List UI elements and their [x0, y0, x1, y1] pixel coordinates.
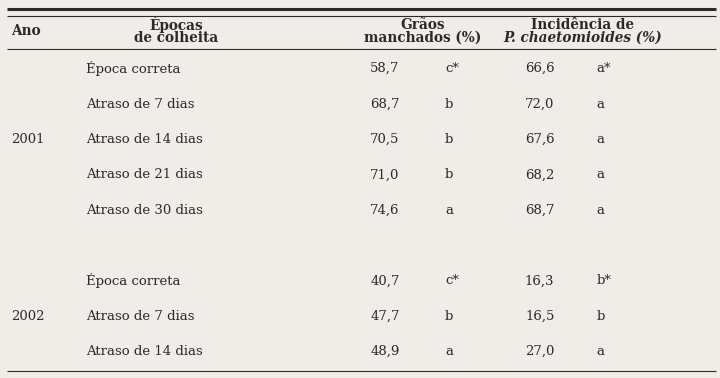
Text: a: a: [445, 345, 453, 358]
Text: 68,2: 68,2: [525, 168, 554, 181]
Text: a: a: [596, 168, 604, 181]
Text: 72,0: 72,0: [525, 98, 554, 111]
Text: Atraso de 7 dias: Atraso de 7 dias: [86, 98, 195, 111]
Text: b: b: [445, 310, 454, 323]
Text: Grãos: Grãos: [400, 17, 444, 32]
Text: a: a: [596, 98, 604, 111]
Text: 27,0: 27,0: [525, 345, 554, 358]
Text: b*: b*: [596, 274, 611, 287]
Text: 70,5: 70,5: [370, 133, 400, 146]
Text: b: b: [445, 168, 454, 181]
Text: c*: c*: [445, 62, 459, 75]
Text: Atraso de 21 dias: Atraso de 21 dias: [86, 168, 203, 181]
Text: 16,5: 16,5: [525, 310, 554, 323]
Text: 71,0: 71,0: [370, 168, 400, 181]
Text: a: a: [596, 204, 604, 217]
Text: Atraso de 14 dias: Atraso de 14 dias: [86, 345, 203, 358]
Text: a*: a*: [596, 62, 611, 75]
Text: Atraso de 7 dias: Atraso de 7 dias: [86, 310, 195, 323]
Text: Atraso de 14 dias: Atraso de 14 dias: [86, 133, 203, 146]
Text: de colheita: de colheita: [134, 31, 219, 45]
Text: 67,6: 67,6: [525, 133, 554, 146]
Text: b: b: [445, 98, 454, 111]
Text: Épocas: Épocas: [150, 16, 203, 33]
Text: 68,7: 68,7: [525, 204, 554, 217]
Text: a: a: [596, 133, 604, 146]
Text: Época correta: Época correta: [86, 61, 181, 76]
Text: 16,3: 16,3: [525, 274, 554, 287]
Text: 2002: 2002: [11, 310, 45, 323]
Text: 74,6: 74,6: [370, 204, 400, 217]
Text: Ano: Ano: [11, 24, 40, 38]
Text: a: a: [596, 345, 604, 358]
Text: 40,7: 40,7: [370, 274, 400, 287]
Text: b: b: [445, 133, 454, 146]
Text: c*: c*: [445, 274, 459, 287]
Text: Atraso de 30 dias: Atraso de 30 dias: [86, 204, 203, 217]
Text: 66,6: 66,6: [525, 62, 554, 75]
Text: 68,7: 68,7: [370, 98, 400, 111]
Text: b: b: [596, 310, 605, 323]
Text: 2001: 2001: [11, 133, 45, 146]
Text: a: a: [445, 204, 453, 217]
Text: manchados (%): manchados (%): [364, 31, 481, 45]
Text: 47,7: 47,7: [370, 310, 400, 323]
Text: Época correta: Época correta: [86, 273, 181, 288]
Text: P. chaetomioides (%): P. chaetomioides (%): [503, 31, 662, 45]
Text: 48,9: 48,9: [370, 345, 400, 358]
Text: 58,7: 58,7: [370, 62, 400, 75]
Text: Incidência de: Incidência de: [531, 17, 634, 32]
